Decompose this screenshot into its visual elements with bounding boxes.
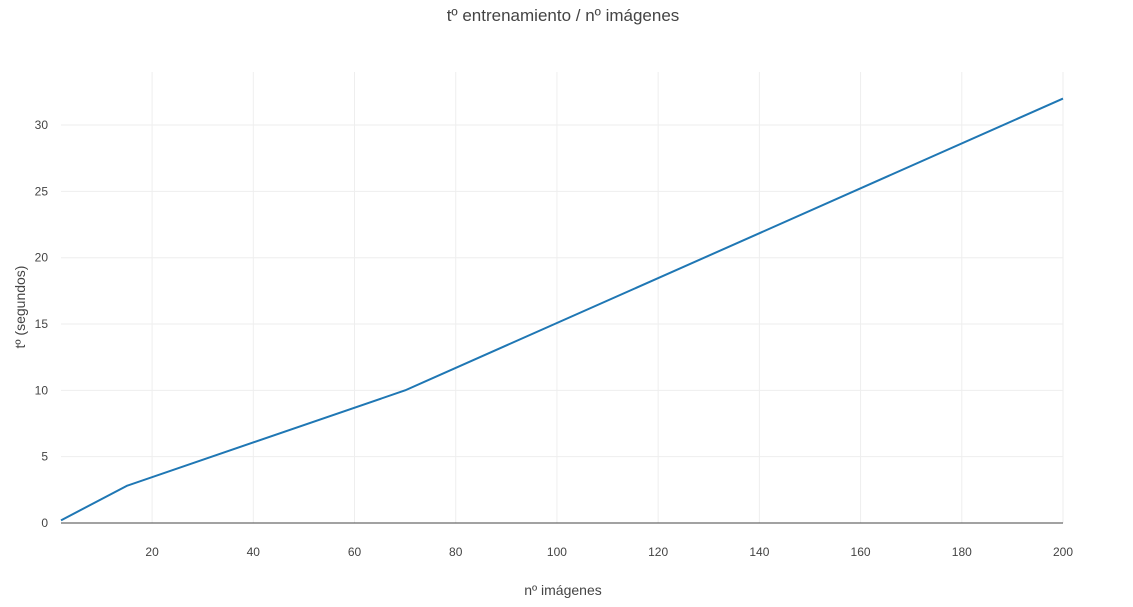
- x-tick-label: 140: [749, 545, 769, 559]
- x-tick-label: 60: [348, 545, 362, 559]
- x-axis-ticks: 20 40 60 80 100 120 140 160 180 200: [145, 545, 1073, 559]
- x-tick-label: 160: [851, 545, 871, 559]
- y-tick-label: 5: [41, 450, 48, 464]
- x-axis-title: nº imágenes: [524, 582, 602, 598]
- x-tick-label: 200: [1053, 545, 1073, 559]
- y-tick-label: 25: [35, 184, 49, 198]
- y-axis-ticks: 0 5 10 15 20 25 30: [35, 118, 49, 530]
- y-tick-label: 30: [35, 118, 49, 132]
- y-tick-label: 15: [35, 317, 49, 331]
- chart-title: tº entrenamiento / nº imágenes: [447, 6, 680, 25]
- y-tick-label: 10: [35, 383, 49, 397]
- y-axis-title: tº (segundos): [12, 266, 28, 349]
- x-tick-label: 180: [952, 545, 972, 559]
- x-tick-label: 20: [145, 545, 159, 559]
- series-line: [60, 97, 1064, 522]
- y-tick-label: 0: [41, 516, 48, 530]
- series-group: [60, 97, 1064, 522]
- x-tick-label: 120: [648, 545, 668, 559]
- y-tick-label: 20: [35, 251, 49, 265]
- x-tick-label: 80: [449, 545, 463, 559]
- x-tick-label: 40: [247, 545, 261, 559]
- x-tick-label: 100: [547, 545, 567, 559]
- grid-lines: [61, 72, 1064, 523]
